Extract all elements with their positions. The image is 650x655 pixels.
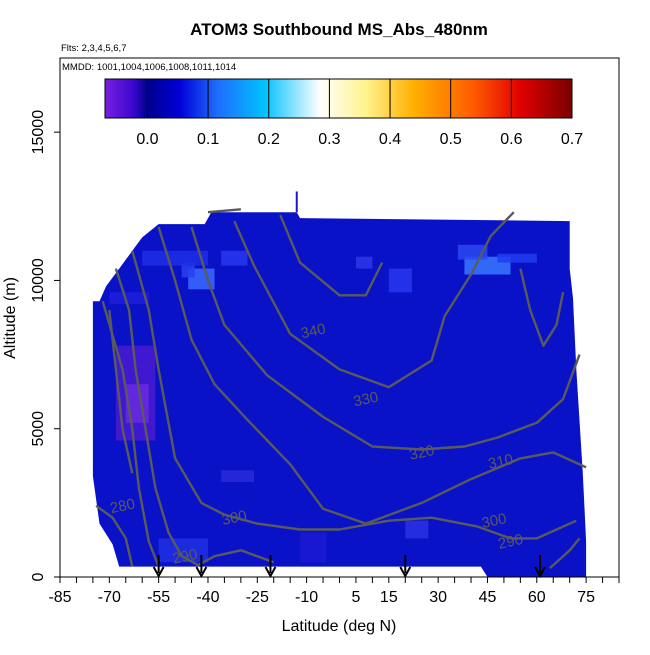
data-cell [355,256,373,269]
profile-arrow [399,555,412,579]
arrow-head [534,566,546,579]
data-cell [109,292,149,305]
y-tick-label: 5000 [30,411,47,447]
contour-line [108,309,134,474]
contour-label: 290 [497,531,525,553]
colorbar-tick-label: 0.1 [197,131,219,148]
data-cell [300,532,327,563]
colorbar-tick-label: 0.7 [561,131,583,148]
data-cell [388,268,412,293]
x-tick-label: -55 [147,589,170,606]
data-cell [405,520,429,539]
contour-line [190,226,581,451]
colorbar-tick-label: 0.5 [440,131,462,148]
contour-line [233,211,515,389]
data-cell [221,470,255,483]
colorbar [104,78,573,119]
data-cell [497,253,537,263]
y-tick-label: 0 [30,572,47,581]
flights-label: Flts: 2,3,4,5,6,7 [61,43,126,54]
colorbar-tick-label: 0.2 [258,131,280,148]
contour-label: 340 [299,320,327,342]
dates-label: MMDD: 1001,1004,1006,1008,1011,1014 [62,62,236,73]
contour-line [95,504,134,567]
colorbar-tick-label: 0.6 [500,131,522,148]
x-tick-label: 5 [351,589,360,606]
contour-label: 310 [487,451,515,473]
x-tick-label: -10 [295,589,318,606]
colorbar-tick-label: 0.0 [136,131,158,148]
data-cell [221,250,248,266]
colorbar-tick-label: 0.3 [318,131,340,148]
y-tick-label: 10000 [30,258,47,303]
data-cell [158,538,208,563]
contour-line [131,250,577,540]
colorbar-tick-label: 0.4 [379,131,401,148]
contour-label: 280 [109,495,137,517]
x-tick-label: 75 [577,589,595,606]
contour-line [114,268,275,567]
contour-label: 300 [480,510,508,532]
data-field [92,212,587,577]
data-cell [188,268,215,290]
x-axis-label: Latitude (deg N) [282,618,397,635]
data-cell [181,262,195,278]
arrow-head [195,566,208,579]
contour-line [157,226,587,525]
contour-line [279,214,384,297]
arrow-head [264,566,277,579]
x-tick-label: -40 [196,589,219,606]
x-tick-label: 30 [429,589,447,606]
contour-line [549,537,581,569]
profile-arrow [534,555,546,579]
x-tick-label: 15 [380,589,398,606]
x-tick-label: 60 [528,589,546,606]
x-tick-label: -70 [98,589,121,606]
x-tick-label: -25 [246,589,269,606]
chart-title: ATOM3 Southbound MS_Abs_480nm [190,20,488,39]
data-cell [142,250,208,266]
contour-label: 320 [408,442,436,464]
arrow-head [152,566,165,579]
contour-line [519,268,565,347]
arrow-head [399,566,412,579]
x-tick-label: -85 [48,589,71,606]
contour-line [207,208,242,214]
contour-label: 330 [352,389,380,411]
profile-arrow [264,555,277,579]
y-tick-label: 15000 [30,110,47,155]
contour-label: 290 [171,546,199,568]
contour-label: 300 [220,507,248,529]
profile-arrow [195,555,208,579]
contour-line [101,300,160,568]
y-axis-label: Altitude (m) [2,277,19,359]
profile-arrow [152,555,165,579]
x-tick-label: 45 [479,589,497,606]
